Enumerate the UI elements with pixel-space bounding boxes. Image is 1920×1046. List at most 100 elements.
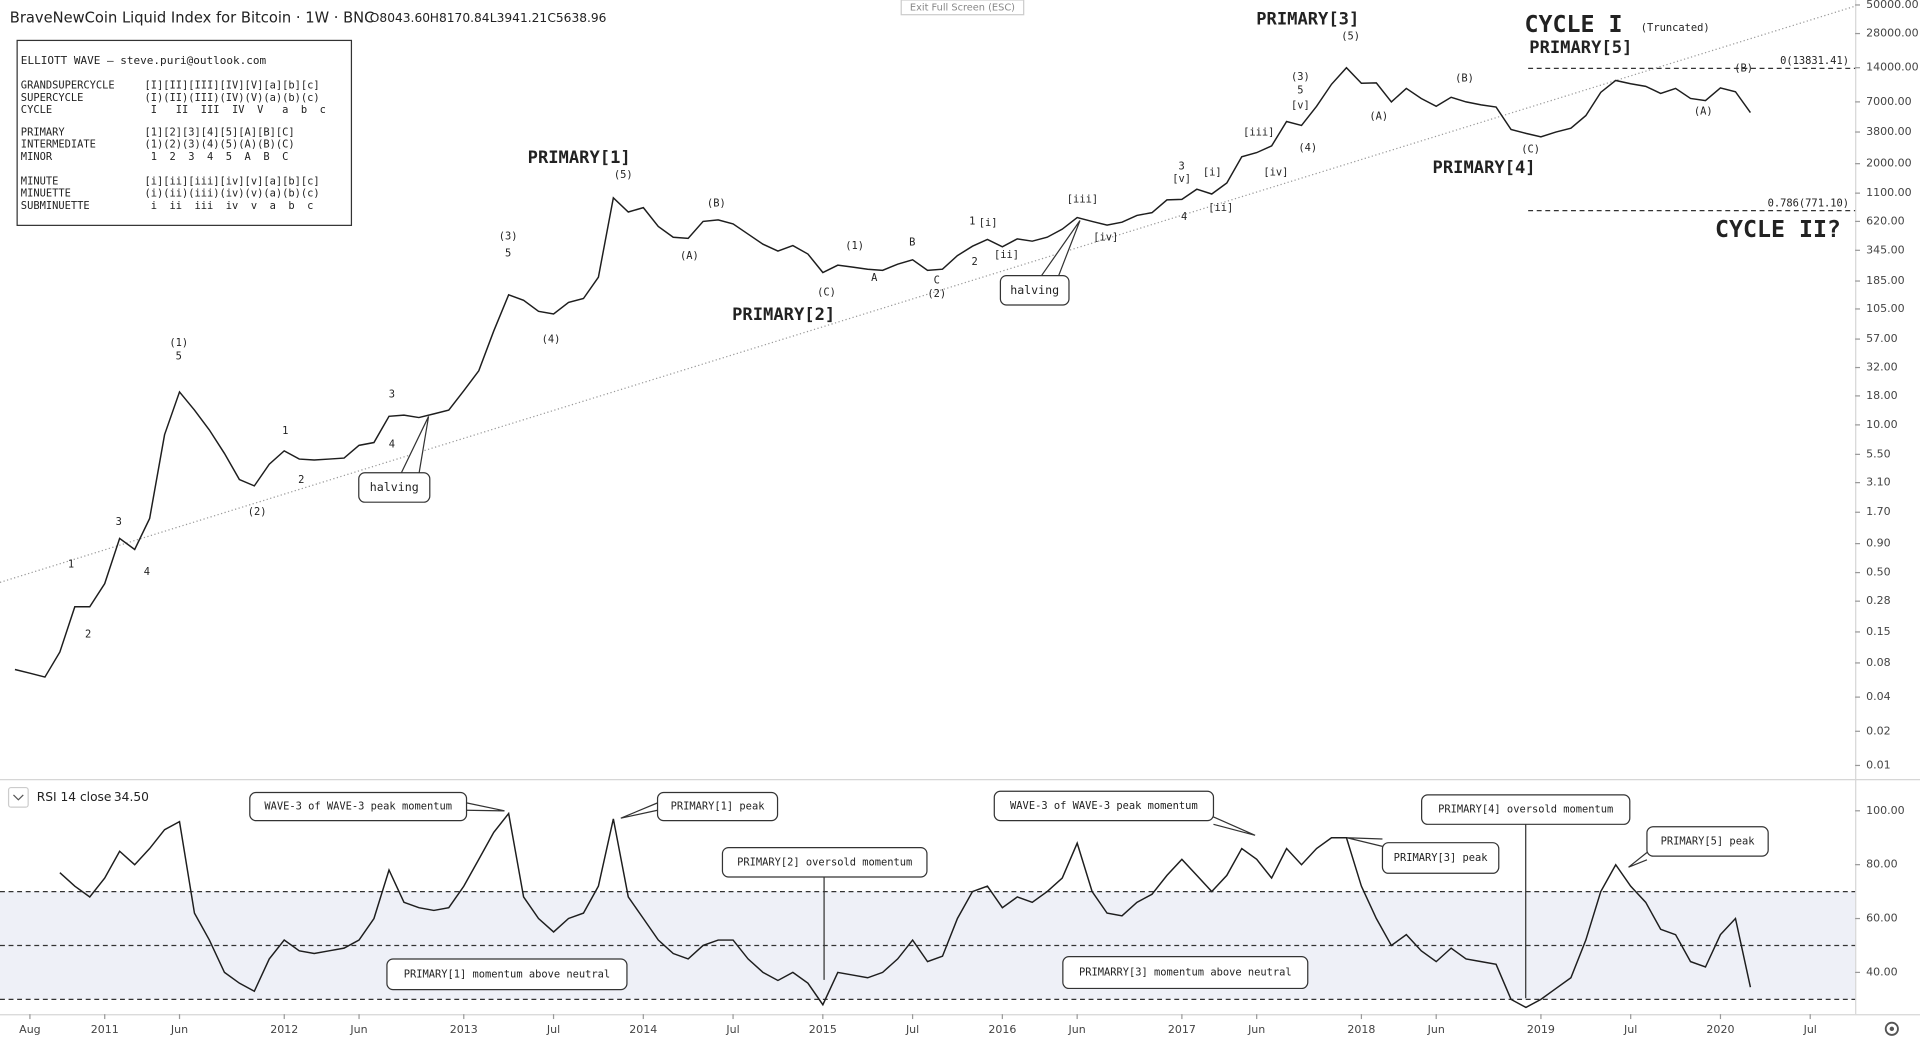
legend-notation: i ii iii iv v a b c <box>144 200 313 212</box>
y-tick-label: 0.50 <box>1866 566 1891 579</box>
y-tick-label: 345.00 <box>1866 243 1905 256</box>
legend-box <box>16 39 353 226</box>
wave-label: 4 <box>1181 211 1187 223</box>
callout-pointer <box>1346 837 1383 847</box>
primary-label: PRIMARY[5] <box>1529 38 1632 58</box>
wave-label: (4) <box>542 333 561 345</box>
callout-text: PRIMARY[2] oversold momentum <box>737 856 912 868</box>
primary-label: PRIMARY[1] <box>528 148 631 168</box>
legend-notation: I II III IV V a b c <box>144 104 325 116</box>
wave-label: (B) <box>1455 72 1474 84</box>
callout-text: halving <box>370 480 419 494</box>
wave-label: (3) <box>1291 71 1310 83</box>
y-tick-label: 50000.00 <box>1866 0 1919 11</box>
callout-text: PRIMARRY[3] momentum above neutral <box>1079 967 1292 979</box>
wave-label: (A) <box>680 250 699 262</box>
y-tick-label: 105.00 <box>1866 302 1905 315</box>
settings-icon[interactable] <box>1884 1021 1899 1036</box>
y-tick-label: 0.15 <box>1866 625 1891 638</box>
x-tick-label: 2012 <box>270 1023 298 1036</box>
wave-label: B <box>909 237 915 249</box>
y-tick-label: 2000.00 <box>1866 157 1912 170</box>
legend-degree: GRANDSUPERCYCLE <box>21 80 115 92</box>
legend-degree: SUBMINUETTE <box>21 200 90 212</box>
y-tick-label: 0.01 <box>1866 758 1891 771</box>
wave-label: 5 <box>505 248 511 260</box>
chevron-icon[interactable] <box>13 794 24 801</box>
wave-label: [i] <box>1203 167 1222 179</box>
fib-label: 0(13831.41) <box>1780 55 1849 67</box>
y-tick-label: 0.28 <box>1866 594 1891 607</box>
legend-notation: (I)(II)(III)(IV)(V)(a)(b)(c) <box>144 92 319 104</box>
wave-label: (5) <box>1341 31 1360 43</box>
x-tick-label: Jul <box>725 1023 739 1036</box>
exit-fullscreen-button[interactable] <box>900 0 1025 16</box>
settings-icon-center[interactable] <box>1889 1026 1895 1032</box>
primary-label: PRIMARY[3] <box>1256 10 1359 30</box>
y-tick-label: 1100.00 <box>1866 186 1912 199</box>
wave-label: (B) <box>707 197 726 209</box>
callout-box <box>249 791 468 822</box>
cycle-label: CYCLE I <box>1524 11 1622 38</box>
wave-label: [v] <box>1291 99 1310 111</box>
exit-fullscreen-label[interactable]: Exit Full Screen (ESC) <box>910 2 1015 13</box>
callout-box <box>386 958 628 991</box>
legend-notation: [1][2][3][4][5][A][B][C] <box>144 126 294 138</box>
ohlc-high: H8170.84 <box>430 11 490 25</box>
callout-text: PRIMARY[5] peak <box>1661 835 1756 847</box>
wave-label: A <box>871 272 878 284</box>
legend-title: ELLIOTT WAVE — steve.puri@outlook.com <box>21 54 267 67</box>
x-tick-label: 2011 <box>91 1023 119 1036</box>
wave-label: 2 <box>972 256 978 268</box>
legend-notation: [i][ii][iii][iv][v][a][b][c] <box>144 175 319 187</box>
wave-label: (1) <box>169 337 188 349</box>
ohlc-close: C5638.96 <box>547 11 606 25</box>
y-tick-label: 3800.00 <box>1866 125 1912 138</box>
wave-label: [iv] <box>1093 232 1118 244</box>
legend-degree: SUPERCYCLE <box>21 92 84 104</box>
x-tick-label: 2019 <box>1527 1023 1555 1036</box>
x-tick-label: Aug <box>19 1023 41 1036</box>
wave-label: 5 <box>176 350 182 362</box>
wave-label: 3 <box>1179 161 1185 173</box>
y-tick-label: 60.00 <box>1866 912 1898 925</box>
wave-label: [iv] <box>1263 167 1288 179</box>
y-tick-label: 57.00 <box>1866 332 1898 345</box>
rsi-name: RSI 14 close <box>37 790 112 804</box>
wave-label: 1 <box>969 216 975 228</box>
y-tick-label: 0.90 <box>1866 537 1891 550</box>
wave-label: (3) <box>499 230 518 242</box>
wave-label: [iii] <box>1243 126 1274 138</box>
wave-label: 1 <box>282 425 288 437</box>
wave-label: 3 <box>116 516 122 528</box>
wave-label: (2) <box>927 288 946 300</box>
wave-label: 2 <box>85 628 91 640</box>
callout-pointer <box>1213 816 1256 836</box>
rsi-collapse-button[interactable] <box>7 786 29 808</box>
wave-label: C <box>934 274 940 286</box>
truncated-note: (Truncated) <box>1641 22 1710 34</box>
rsi-last-value: 34.50 <box>114 790 149 804</box>
x-tick-label: Jul <box>905 1023 919 1036</box>
legend-notation: (1)(2)(3)(4)(5)(A)(B)(C) <box>144 139 294 151</box>
price-line <box>14 66 1752 678</box>
wave-label: (A) <box>1369 110 1388 122</box>
y-tick-label: 28000.00 <box>1866 27 1919 40</box>
x-tick-label: Jul <box>1623 1023 1637 1036</box>
callout-text: WAVE-3 of WAVE-3 peak momentum <box>264 801 452 813</box>
legend-notation: 1 2 3 4 5 A B C <box>144 151 288 163</box>
callout-box <box>721 846 928 878</box>
y-tick-label: 620.00 <box>1866 214 1905 227</box>
legend: ELLIOTT WAVE — steve.puri@outlook.com GRA… <box>21 54 326 212</box>
x-tick-label: 2016 <box>988 1023 1016 1036</box>
legend-notation: [I][II][III][IV][V][a][b][c] <box>144 80 319 92</box>
y-tick-label: 40.00 <box>1866 965 1898 978</box>
x-tick-label: Jun <box>170 1023 188 1036</box>
x-tick-label: 2017 <box>1168 1023 1196 1036</box>
y-tick-label: 80.00 <box>1866 858 1898 871</box>
legend-degree: MINUTE <box>21 175 59 187</box>
x-tick-label: Jul <box>546 1023 560 1036</box>
callout-text: halving <box>1010 283 1059 297</box>
